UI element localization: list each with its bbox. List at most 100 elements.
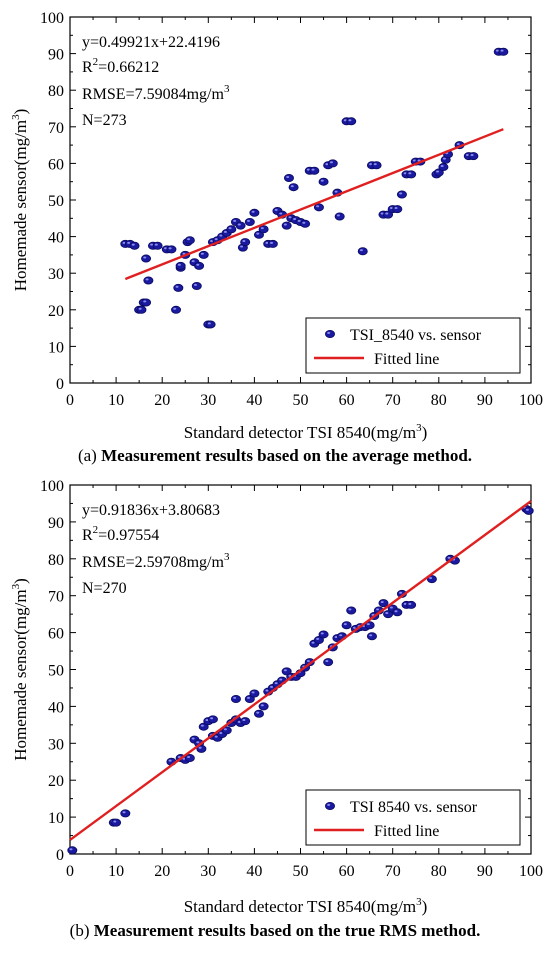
- y-tick-label: 100: [40, 478, 64, 495]
- data-point: [438, 163, 449, 172]
- data-point-highlight: [297, 219, 301, 222]
- x-tick-label: 30: [200, 863, 216, 880]
- data-point-highlight: [525, 508, 529, 511]
- data-point-highlight: [270, 241, 274, 244]
- chart-panel-a: 0 10 20 30 40 50 60 70 80 90 100 0 10 20 30 40 50 60 70 80 9…: [10, 10, 543, 465]
- data-point: [171, 305, 182, 314]
- data-point-highlight: [442, 157, 446, 160]
- data-point-highlight: [348, 119, 352, 122]
- x-tick-label: 10: [108, 863, 124, 880]
- data-point: [392, 205, 403, 214]
- data-point-highlight: [260, 227, 264, 230]
- data-point: [300, 219, 311, 228]
- data-point-highlight: [168, 759, 172, 762]
- x-tick-label: 80: [431, 392, 447, 409]
- data-point-highlight: [233, 219, 237, 222]
- data-point-highlight: [385, 612, 389, 615]
- y-tick-label: 90: [48, 515, 64, 532]
- x-axis-label-end: ): [422, 423, 428, 442]
- y-axis-label-end: ): [11, 578, 30, 584]
- data-point: [357, 247, 368, 256]
- y-tick-label: 70: [48, 120, 64, 137]
- data-point: [207, 715, 218, 724]
- data-point-highlight: [265, 241, 269, 244]
- data-point-highlight: [316, 637, 320, 640]
- data-point-highlight: [369, 634, 373, 637]
- data-point-highlight: [143, 256, 147, 259]
- data-point-highlight: [495, 49, 499, 52]
- y-tick-label: 80: [48, 552, 64, 569]
- y-tick-label: 30: [48, 736, 64, 753]
- data-point-highlight: [260, 704, 264, 707]
- x-axis-label: Standard detector TSI 8540(mg/m3): [184, 422, 428, 442]
- data-point-highlight: [283, 223, 287, 226]
- annotation-n: N=270: [82, 580, 127, 597]
- data-point: [468, 152, 479, 161]
- data-point-highlight: [408, 172, 412, 175]
- data-point: [392, 608, 403, 617]
- data-point-highlight: [380, 600, 384, 603]
- data-point-highlight: [436, 170, 439, 173]
- y-tick-label: 0: [56, 376, 64, 393]
- fitted-line: [69, 500, 532, 841]
- data-point: [111, 818, 122, 827]
- annotation-n: N=273: [82, 112, 127, 129]
- x-tick-label: 90: [477, 392, 493, 409]
- data-point-highlight: [385, 212, 389, 215]
- data-point: [184, 236, 195, 245]
- data-point-highlight: [329, 161, 333, 164]
- data-point: [371, 161, 382, 170]
- annotation-equation: y=0.91836x+3.80683: [82, 502, 220, 519]
- data-point: [198, 250, 209, 259]
- data-point-highlight: [237, 720, 241, 723]
- data-point: [309, 166, 320, 175]
- annotation-equation: y=0.49921x+22.4196: [82, 34, 220, 51]
- fitted-line: [124, 128, 504, 281]
- data-point-highlight: [205, 719, 209, 722]
- panel-caption: (a) Measurement results based on the ave…: [78, 446, 472, 465]
- data-point: [334, 212, 345, 221]
- annotation-rmse: RMSE=2.59708mg/m3: [82, 551, 230, 571]
- x-axis-label-end: ): [422, 897, 428, 916]
- legend-marker-highlight: [327, 331, 331, 334]
- data-point-highlight: [143, 300, 147, 303]
- data-point: [240, 238, 251, 247]
- data-point-highlight: [286, 175, 290, 178]
- annotation-r2-prefix: R: [82, 527, 93, 544]
- data-point: [141, 298, 152, 307]
- data-point: [254, 709, 265, 718]
- annotation-r2: R2=0.97554: [82, 524, 159, 544]
- data-point-highlight: [251, 210, 255, 213]
- data-point-highlight: [447, 556, 451, 559]
- x-tick-label: 20: [154, 392, 170, 409]
- data-point: [141, 254, 152, 263]
- data-point-highlight: [389, 207, 393, 210]
- data-point-highlight: [325, 163, 329, 166]
- legend-label-line: Fitted line: [374, 351, 439, 368]
- data-point-highlight: [233, 696, 237, 699]
- data-point-highlight: [175, 285, 179, 288]
- legend-label-scatter: TSI 8540 vs. sensor: [350, 799, 478, 816]
- data-point-highlight: [122, 811, 126, 814]
- data-point-highlight: [293, 218, 297, 221]
- x-tick-label: 40: [246, 863, 262, 880]
- y-tick-label: 70: [48, 589, 64, 606]
- data-point-highlight: [168, 247, 172, 250]
- data-point: [498, 47, 509, 56]
- annotation-rmse-text: RMSE=2.59708mg/m: [82, 554, 224, 571]
- data-point-highlight: [196, 741, 200, 744]
- data-point-highlight: [500, 49, 504, 52]
- data-point-highlight: [311, 641, 315, 644]
- data-point-highlight: [399, 591, 403, 594]
- data-point-highlight: [228, 227, 232, 230]
- panel-caption: (b) Measurement results based on the tru…: [70, 921, 481, 940]
- data-point: [258, 702, 269, 711]
- data-point: [175, 261, 186, 270]
- legend-label-line: Fitted line: [374, 823, 439, 840]
- data-point-highlight: [408, 602, 412, 605]
- data-point: [346, 117, 357, 126]
- data-point: [318, 177, 329, 186]
- x-tick-label: 80: [431, 863, 447, 880]
- annotation-r2-sup: 2: [93, 524, 99, 536]
- data-point-highlight: [256, 711, 260, 714]
